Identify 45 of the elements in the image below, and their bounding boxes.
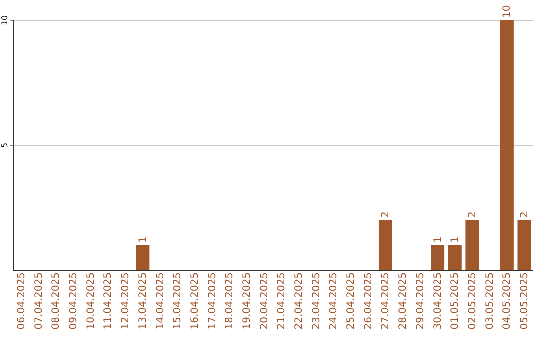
x-tick-label: 06.04.2025 xyxy=(16,272,28,330)
x-tick-label: 27.04.2025 xyxy=(380,272,392,330)
x-tick-label: 17.04.2025 xyxy=(207,272,218,330)
data-label: 10 xyxy=(502,5,514,18)
bar xyxy=(431,245,445,270)
data-label: 2 xyxy=(520,212,530,218)
x-tick-label: 22.04.2025 xyxy=(294,272,306,330)
bar xyxy=(448,245,462,270)
data-label: 1 xyxy=(138,236,149,243)
x-tick-label: 20.04.2025 xyxy=(259,272,270,330)
y-tick-label: 5 xyxy=(0,142,10,148)
bar xyxy=(518,220,532,270)
bar xyxy=(500,20,514,270)
x-tick-label: 07.04.2025 xyxy=(34,272,45,330)
x-tick-label: 25.04.2025 xyxy=(346,272,358,330)
x-tick-label: 26.04.2025 xyxy=(363,272,374,330)
x-tick-label: 09.04.2025 xyxy=(68,272,80,330)
x-tick-label: 24.04.2025 xyxy=(328,272,340,330)
x-tick-label: 04.05.2025 xyxy=(502,272,514,330)
x-tick-label: 21.04.2025 xyxy=(276,272,288,330)
x-tick-label: 10.04.2025 xyxy=(86,272,97,330)
bar xyxy=(136,245,150,270)
x-tick-label: 30.04.2025 xyxy=(432,272,444,330)
x-tick-label: 12.04.2025 xyxy=(120,272,132,330)
x-tick-label: 01.05.2025 xyxy=(450,272,462,330)
x-tick-label: 18.04.2025 xyxy=(224,272,236,330)
data-label: 2 xyxy=(380,212,392,218)
data-label: 1 xyxy=(450,236,462,243)
x-tick-label: 05.05.2025 xyxy=(520,272,530,330)
bar xyxy=(378,220,393,270)
data-label: 2 xyxy=(467,212,478,218)
x-tick-label: 16.04.2025 xyxy=(190,272,201,330)
bar xyxy=(466,220,480,270)
x-tick-label: 15.04.2025 xyxy=(172,272,184,330)
x-tick-label: 02.05.2025 xyxy=(467,272,478,330)
x-tick-label: 29.04.2025 xyxy=(415,272,426,330)
x-tick-label: 23.04.2025 xyxy=(311,272,322,330)
x-tick-label: 08.04.2025 xyxy=(51,272,62,330)
x-tick-label: 28.04.2025 xyxy=(398,272,410,330)
x-tick-label: 19.04.2025 xyxy=(242,272,253,330)
data-label: 1 xyxy=(432,236,444,243)
x-tick-label: 11.04.2025 xyxy=(103,272,114,330)
x-tick-label: 14.04.2025 xyxy=(155,272,166,330)
x-tick-label: 13.04.2025 xyxy=(138,272,149,330)
x-tick-label: 03.05.2025 xyxy=(484,272,496,330)
